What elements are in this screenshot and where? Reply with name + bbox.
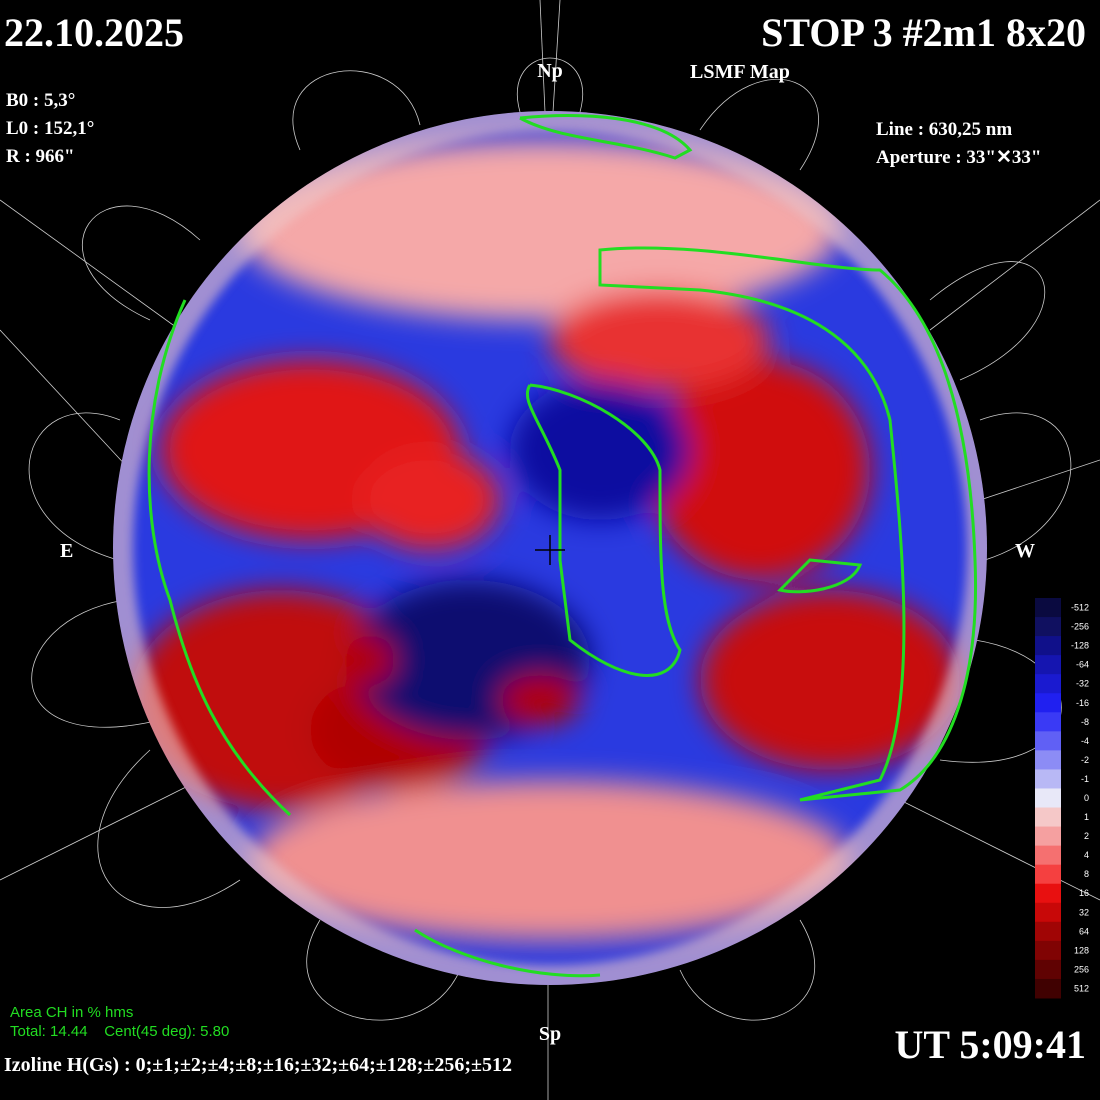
colorbar-label: -256: [1071, 622, 1089, 632]
colorbar-label: -64: [1076, 660, 1089, 670]
radius: R : 966": [6, 146, 75, 167]
colorbar-cell: [1035, 598, 1061, 618]
date: 22.10.2025: [4, 10, 184, 55]
b0: B0 : 5,3°: [6, 90, 75, 111]
title: STOP 3 #2m1 8x20: [761, 10, 1086, 55]
colorbar-cell: [1035, 750, 1061, 770]
colorbar-label: 64: [1079, 926, 1089, 936]
colorbar-label: -32: [1076, 679, 1089, 689]
colorbar-label: -16: [1076, 698, 1089, 708]
center-cross: [535, 535, 565, 565]
subtitle: LSMF Map: [690, 61, 790, 83]
colorbar-label: 8: [1084, 869, 1089, 879]
north-pole: Np: [537, 60, 563, 82]
colorbar-label: 32: [1079, 907, 1089, 917]
colorbar-cell: [1035, 712, 1061, 732]
colorbar-cell: [1035, 978, 1061, 999]
coronal-hole-contours: [147, 114, 978, 978]
colorbar: -512 -256 -128 -64 -32 -16 -8 -4 -2 -1 0 1 2 4 8 16 32 64…: [1035, 598, 1089, 999]
colorbar-label: -128: [1071, 641, 1089, 651]
colorbar-cell: [1035, 959, 1061, 980]
colorbar-cell: [1035, 902, 1061, 923]
colorbar-cell: [1035, 845, 1061, 866]
colorbar-cell: [1035, 807, 1061, 828]
colorbar-label: -512: [1071, 603, 1089, 613]
colorbar-cell: [1035, 693, 1061, 713]
colorbar-label: -1: [1081, 774, 1089, 784]
area-values: Total: 14.44 Cent(45 deg): 5.80: [10, 1023, 229, 1040]
colorbar-cell: [1035, 940, 1061, 961]
colorbar-label: -8: [1081, 717, 1089, 727]
colorbar-cell: [1035, 655, 1061, 675]
colorbar-cell: [1035, 769, 1061, 789]
colorbar-label: 0: [1084, 793, 1089, 803]
aperture: Aperture : 33"✕33": [876, 147, 1041, 168]
colorbar-cell: [1035, 674, 1061, 694]
west: W: [1015, 540, 1035, 562]
colorbar-label: -2: [1081, 755, 1089, 765]
colorbar-label: 256: [1074, 964, 1089, 974]
colorbar-cell: [1035, 921, 1061, 942]
colorbar-cell: [1035, 788, 1061, 809]
colorbar-cell: [1035, 864, 1061, 885]
line: Line : 630,25 nm: [876, 119, 1012, 140]
colorbar-cell: [1035, 617, 1061, 637]
colorbar-label: 4: [1084, 850, 1089, 860]
time: UT 5:09:41: [895, 1022, 1086, 1067]
colorbar-cell: [1035, 731, 1061, 751]
colorbar-label: 512: [1074, 983, 1089, 993]
colorbar-label: 2: [1084, 831, 1089, 841]
colorbar-label: 128: [1074, 945, 1089, 955]
east: E: [60, 540, 73, 562]
izoline: Izoline H(Gs) : 0;±1;±2;±4;±8;±16;±32;±6…: [4, 1054, 512, 1076]
colorbar-cell: [1035, 883, 1061, 904]
colorbar-cell: [1035, 636, 1061, 656]
area-title: Area CH in % hms: [10, 1004, 133, 1021]
south-pole: Sp: [539, 1023, 561, 1045]
colorbar-label: 1: [1084, 812, 1089, 822]
colorbar-label: 16: [1079, 888, 1089, 898]
colorbar-cell: [1035, 826, 1061, 847]
colorbar-label: -4: [1081, 736, 1089, 746]
l0: L0 : 152,1°: [6, 118, 94, 139]
